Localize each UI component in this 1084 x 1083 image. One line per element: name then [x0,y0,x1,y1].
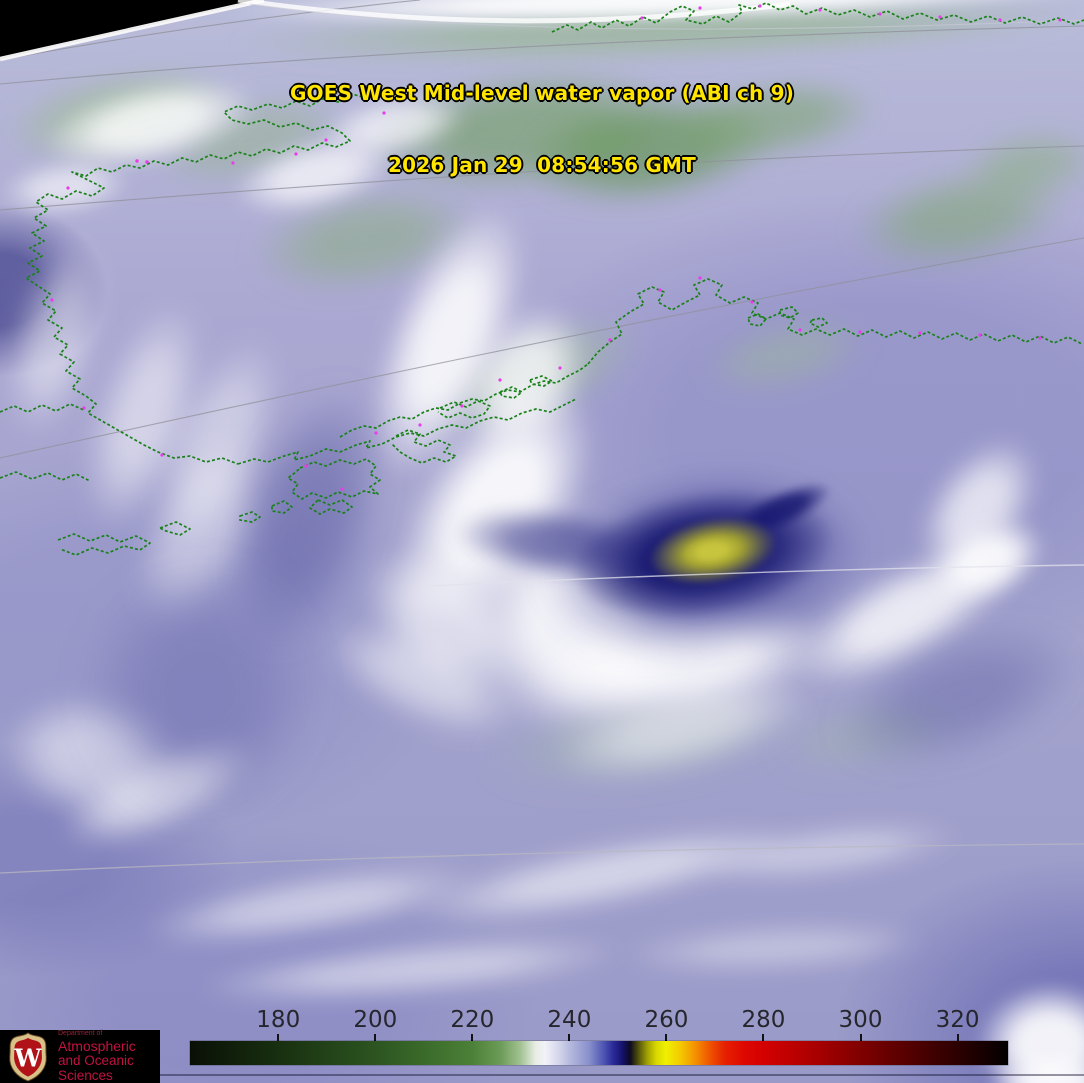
colorbar-tick-label: 300 [838,1007,883,1033]
colorbar-tick-label: 240 [547,1007,592,1033]
colorbar-tick [568,1034,571,1041]
island-kodiak-s [309,499,353,515]
colorbar-tick [859,1034,862,1041]
uw-aos-logo: W Department of Atmospheric and Oceanic … [0,1030,160,1083]
colorbar-tick [762,1034,765,1041]
graticule-line [0,843,1084,874]
frame-divider-line [0,1074,1084,1076]
island-kodiak [287,458,381,500]
graticule-line [0,237,1084,459]
logo-dept-line: Department of [58,1030,103,1037]
limb-arc [237,0,791,24]
colorbar-tick-label: 280 [741,1007,786,1033]
coastline-peninsula-south [339,363,589,438]
colorbar-tick [471,1034,474,1041]
colorbar-legend: 180 200 220 240 260 280 300 320 [190,1006,1008,1066]
logo-line-2: and Oceanic Sciences [58,1053,134,1083]
colorbar-tick [956,1034,959,1041]
colorbar-tick [277,1034,280,1041]
colorbar-tick-label: 220 [450,1007,495,1033]
island-small-2 [239,511,261,523]
coastline-southcentral [587,278,1083,365]
colorbar-ticks [190,1034,1008,1041]
island-sw-2 [159,521,191,536]
title-line-1: GOES West Mid-level water vapor (ABI ch … [289,81,795,105]
island-pws-1 [747,313,767,327]
colorbar-gradient [190,1041,1008,1065]
coastline-peninsula-north [237,398,577,465]
island-pws-3 [809,317,828,328]
title-line-2: 2026 Jan 29 08:54:56 GMT [388,153,696,177]
colorbar-tick-label: 200 [353,1007,398,1033]
logo-text: Department of Atmospheric and Oceanic Sc… [58,1030,160,1083]
limb-highlight [0,0,265,62]
image-title: GOES West Mid-level water vapor (ABI ch … [290,33,794,225]
colorbar-tick [374,1034,377,1041]
crest-monogram: W [14,1044,43,1072]
colorbar-labels: 180 200 220 240 260 280 300 320 [190,1006,1008,1034]
colorbar-tick-label: 180 [256,1007,301,1033]
graticule-line [429,564,1084,587]
coastline-left-edge [0,403,85,413]
colorbar-tick-label: 260 [644,1007,689,1033]
island-shumagin-2 [437,400,491,419]
uw-crest-icon: W [9,1031,47,1081]
colorbar-tick [665,1034,668,1041]
island-small-1 [271,500,293,514]
colorbar-tick-label: 320 [935,1007,980,1033]
island-sw-chain [57,533,151,556]
coastline-left-chain [0,471,91,482]
island-shumagin-3 [499,386,523,399]
logo-line-1: Atmospheric [58,1038,136,1054]
